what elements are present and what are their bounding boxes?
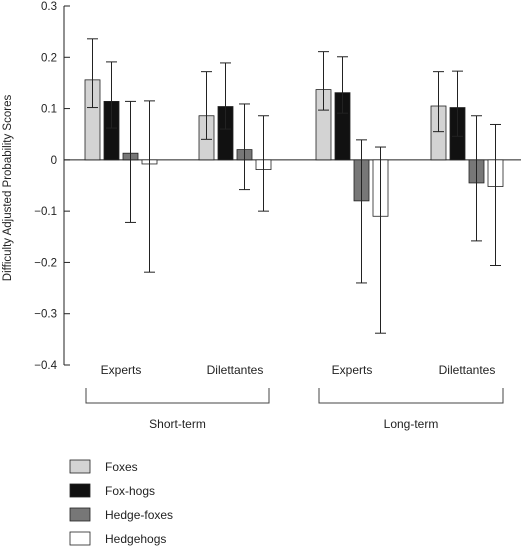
legend-swatch — [69, 531, 91, 546]
plot-area — [64, 38, 521, 334]
legend-label: Fox-hogs — [105, 484, 155, 498]
legend-swatch — [69, 459, 91, 474]
legend: Foxes Fox-hogs Hedge-foxes Hedgehogs — [69, 459, 173, 546]
legend-label: Foxes — [105, 460, 138, 474]
group-bracket — [318, 388, 504, 404]
x-category-label: Dilettantes — [207, 363, 264, 377]
group-label: Short-term — [149, 417, 206, 431]
x-category-label: Experts — [332, 363, 373, 377]
legend-swatch — [69, 507, 91, 522]
x-category-label: Dilettantes — [439, 363, 496, 377]
group-bracket — [85, 388, 270, 404]
x-axis: Experts Dilettantes Experts Dilettantes Shor… — [85, 363, 504, 431]
y-tick-label: −0.3 — [34, 309, 57, 321]
y-tick-label: −0.4 — [34, 360, 57, 372]
y-tick-label: 0 — [51, 155, 57, 167]
group-label: Long-term — [384, 417, 439, 431]
y-tick-label: −0.1 — [34, 206, 57, 218]
legend-label: Hedgehogs — [105, 532, 166, 546]
legend-label: Hedge-foxes — [105, 508, 173, 522]
y-tick-label: 0.3 — [41, 1, 57, 13]
y-axis-title: Difficulty Adjusted Probability Scores — [2, 95, 14, 282]
x-category-label: Experts — [101, 363, 142, 377]
y-axis: 0.3 0.2 0.1 0 −0.1 −0.2 −0.3 −0.4 — [34, 1, 70, 372]
y-tick-label: 0.1 — [41, 104, 57, 116]
y-tick-label: −0.2 — [34, 257, 57, 269]
legend-swatch — [69, 483, 91, 498]
y-tick-label: 0.2 — [41, 52, 57, 64]
